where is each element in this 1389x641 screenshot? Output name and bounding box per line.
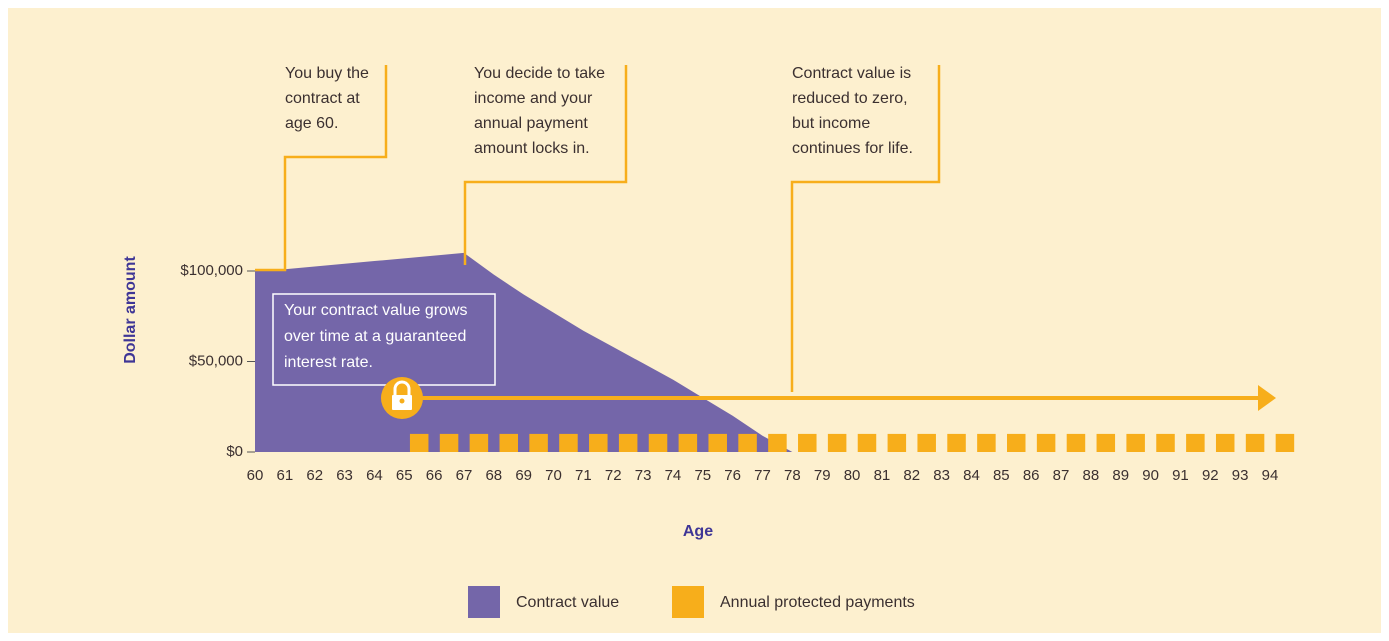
y-tick-label: $50,000 (189, 352, 243, 369)
x-tick-label: 78 (784, 467, 801, 484)
x-tick-label: 84 (963, 467, 980, 484)
x-tick-label: 69 (515, 467, 532, 484)
payment-bar (529, 433, 548, 452)
box-text: interest rate. (284, 354, 373, 371)
x-tick-label: 71 (575, 467, 592, 484)
x-tick-label: 82 (903, 467, 920, 484)
payment-bar (648, 433, 668, 452)
x-tick-label: 60 (247, 467, 264, 484)
payment-bar (1036, 433, 1056, 452)
x-tick-label: 62 (306, 467, 323, 484)
annotation: You decide to take (474, 65, 605, 82)
payment-bar (947, 433, 966, 452)
x-tick-label: 74 (665, 467, 682, 484)
payment-bar (1006, 433, 1026, 452)
y-tick-label: $100,000 (180, 262, 243, 279)
payment-bar (738, 433, 757, 452)
x-tick-label: 90 (1142, 467, 1159, 484)
legend: Contract value Annual protected payments (468, 586, 915, 618)
payment-bar (1126, 433, 1145, 452)
x-tick-label: 72 (605, 467, 622, 484)
x-tick-label: 85 (993, 467, 1010, 484)
payment-bar (827, 433, 847, 452)
payment-bar (499, 433, 519, 452)
callout-line (463, 65, 628, 265)
payment-bar (768, 433, 787, 452)
x-tick-label: 81 (874, 467, 891, 484)
x-tick-label: 91 (1172, 467, 1189, 484)
x-tick-label: 89 (1112, 467, 1129, 484)
x-tick-label: 86 (1023, 467, 1040, 484)
payment-bar (977, 433, 996, 452)
callout-line (255, 65, 388, 272)
payment-bar (917, 433, 936, 452)
x-tick-label: 70 (545, 467, 562, 484)
annotation: contract at (285, 90, 360, 107)
payment-bar (469, 433, 489, 452)
lock-shackle (393, 380, 411, 396)
payment-bar (1215, 433, 1235, 452)
payment-bar (798, 433, 817, 452)
overlay: Your contract value grows over time at a… (272, 293, 1276, 419)
x-tick-label: 93 (1232, 467, 1249, 484)
lock-hole (399, 398, 405, 404)
x-tick-label: 63 (336, 467, 353, 484)
payment-bar (1066, 433, 1086, 452)
y-tick-label: $0 (226, 443, 243, 460)
payment-bar (1275, 433, 1295, 452)
x-axis-label: Age (683, 523, 713, 540)
payment-bar (439, 433, 459, 452)
x-tick-label: 68 (485, 467, 502, 484)
payment-bar (559, 433, 578, 452)
payment-bar (1156, 433, 1175, 452)
payment-bar (1096, 433, 1116, 452)
x-tick-label: 92 (1202, 467, 1219, 484)
callout-line (790, 65, 941, 392)
payment-bar (887, 433, 907, 452)
payment-bar (708, 433, 727, 452)
x-tick-label: 61 (277, 467, 294, 484)
payment-bar (857, 433, 877, 452)
x-tick-label: 79 (814, 467, 831, 484)
annotation: but income (792, 115, 870, 132)
legend-label: Contract value (516, 594, 619, 611)
payment-bar (618, 433, 638, 452)
payment-bar (1186, 433, 1205, 452)
annotation: reduced to zero, (792, 90, 908, 107)
x-tick-label: 80 (844, 467, 861, 484)
payment-bar (589, 433, 608, 452)
annotation: age 60. (285, 115, 338, 132)
annotation: annual payment (474, 115, 588, 132)
payment-bar (409, 433, 429, 452)
x-tick-label: 94 (1262, 467, 1279, 484)
box-text: Your contract value grows (284, 302, 468, 319)
box-text: over time at a guaranteed (284, 328, 466, 345)
payment-bar (678, 433, 698, 452)
x-tick-label: 66 (426, 467, 443, 484)
x-tick-label: 88 (1083, 467, 1100, 484)
annotation: continues for life. (792, 140, 913, 157)
x-tick-label: 73 (635, 467, 652, 484)
x-tick-label: 77 (754, 467, 771, 484)
info-box (272, 293, 496, 386)
annotation: income and your (474, 90, 593, 107)
x-tick-label: 87 (1053, 467, 1070, 484)
arrow-head (1258, 385, 1276, 411)
y-axis-label: Dollar amount (122, 256, 139, 364)
x-tick-label: 83 (933, 467, 950, 484)
background (8, 8, 1381, 633)
x-tick-label: 76 (724, 467, 741, 484)
legend-swatch (468, 586, 500, 618)
x-tick-label: 64 (366, 467, 383, 484)
x-tick-label: 75 (694, 467, 711, 484)
legend-swatch (672, 586, 704, 618)
annotation: amount locks in. (474, 140, 590, 157)
payment-bar (1245, 433, 1265, 452)
x-tick-label: 67 (456, 467, 473, 484)
annotation: Contract value is (792, 65, 911, 82)
annotation: You buy the (285, 65, 369, 82)
x-tick-label: 65 (396, 467, 413, 484)
legend-label: Annual protected payments (720, 594, 915, 611)
